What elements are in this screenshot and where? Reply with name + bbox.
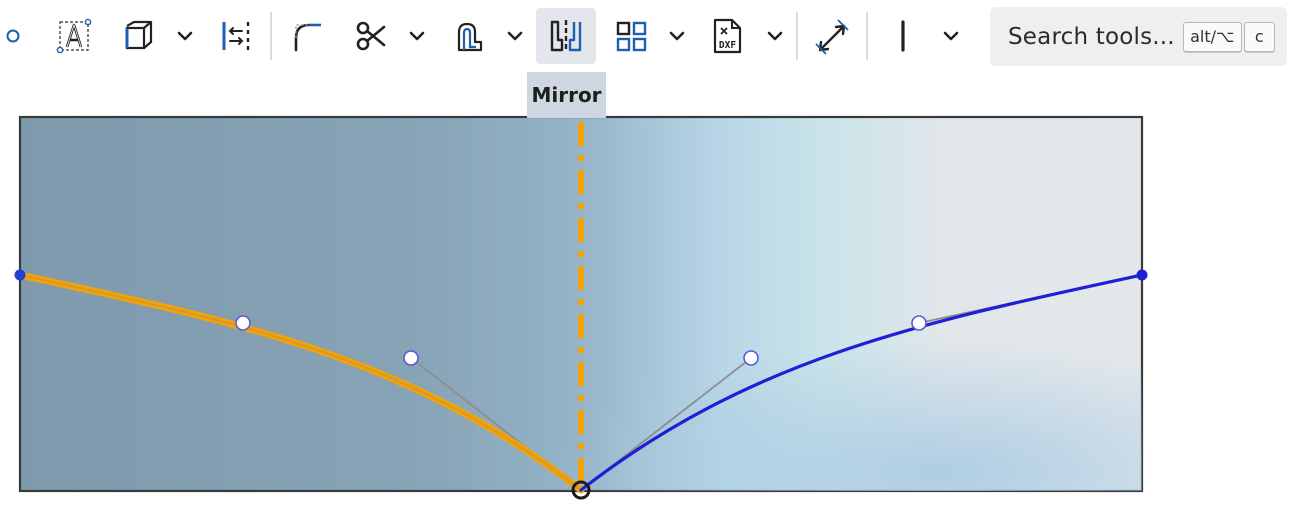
spline-control-point[interactable] <box>911 315 927 331</box>
trim-scissors-icon <box>356 21 386 51</box>
spline-curve-mirrored[interactable] <box>579 273 1144 492</box>
sketch-toolbar: DXF Search tools... alt/⌥ c <box>0 0 1294 74</box>
chevron-down-icon <box>767 31 783 41</box>
constraint-dropdown-button[interactable] <box>936 8 966 64</box>
chevron-down-icon <box>507 31 523 41</box>
mirror-icon <box>550 20 582 52</box>
spline-endpoint[interactable] <box>14 269 26 281</box>
search-tools-input[interactable]: Search tools... <box>1008 23 1175 50</box>
chevron-down-icon <box>177 31 193 41</box>
spline-control-point[interactable] <box>403 350 419 366</box>
dimension-tool-button[interactable] <box>806 8 858 64</box>
sketch-canvas[interactable] <box>0 74 1294 516</box>
construction-icon <box>222 22 250 50</box>
svg-text:DXF: DXF <box>719 40 736 51</box>
text-tool-button[interactable] <box>50 8 98 64</box>
chevron-down-icon <box>669 31 685 41</box>
dxf-dropdown-button[interactable] <box>760 8 790 64</box>
chevron-down-icon <box>943 31 959 41</box>
use-project-dropdown-button[interactable] <box>170 8 200 64</box>
sketch-fillet-tool-button[interactable] <box>282 8 332 64</box>
sketch-fillet-icon <box>294 23 321 52</box>
chevron-down-icon <box>409 31 425 41</box>
constraint-tool-button[interactable] <box>880 8 926 64</box>
pattern-tool-button[interactable] <box>606 8 656 64</box>
spline-control-point[interactable] <box>235 315 251 331</box>
toolbar-separator <box>270 12 272 60</box>
spline-curve-selected-core <box>19 274 582 491</box>
pattern-dropdown-button[interactable] <box>662 8 692 64</box>
trim-tool-button[interactable] <box>346 8 396 64</box>
mirror-tool-button[interactable] <box>536 8 596 64</box>
shortcut-modifier-key: alt/⌥ <box>1182 21 1242 52</box>
dxf-import-tool-button[interactable]: DXF <box>702 8 752 64</box>
spline-endpoint[interactable] <box>1136 269 1148 281</box>
point-icon <box>6 29 20 43</box>
trim-dropdown-button[interactable] <box>402 8 432 64</box>
dimension-icon <box>815 19 849 55</box>
use-project-icon <box>125 20 153 50</box>
offset-dropdown-button[interactable] <box>500 8 530 64</box>
point-tool-button[interactable] <box>0 8 26 64</box>
use-project-tool-button[interactable] <box>112 8 164 64</box>
dxf-import-icon: DXF <box>713 18 742 54</box>
shortcut-key: c <box>1243 21 1275 52</box>
mirror-tooltip: Mirror <box>527 72 606 118</box>
constraint-icon <box>901 20 905 52</box>
text-icon <box>56 18 92 54</box>
search-tools-box[interactable]: Search tools... alt/⌥ c <box>990 7 1287 66</box>
toolbar-separator <box>796 12 798 60</box>
offset-icon <box>457 22 483 52</box>
sketch-viewport[interactable] <box>0 74 1294 516</box>
origin-point[interactable] <box>571 480 591 500</box>
offset-tool-button[interactable] <box>444 8 494 64</box>
toolbar-separator <box>866 12 868 60</box>
spline-control-point[interactable] <box>743 350 759 366</box>
construction-tool-button[interactable] <box>210 8 260 64</box>
pattern-grid-icon <box>616 21 647 52</box>
